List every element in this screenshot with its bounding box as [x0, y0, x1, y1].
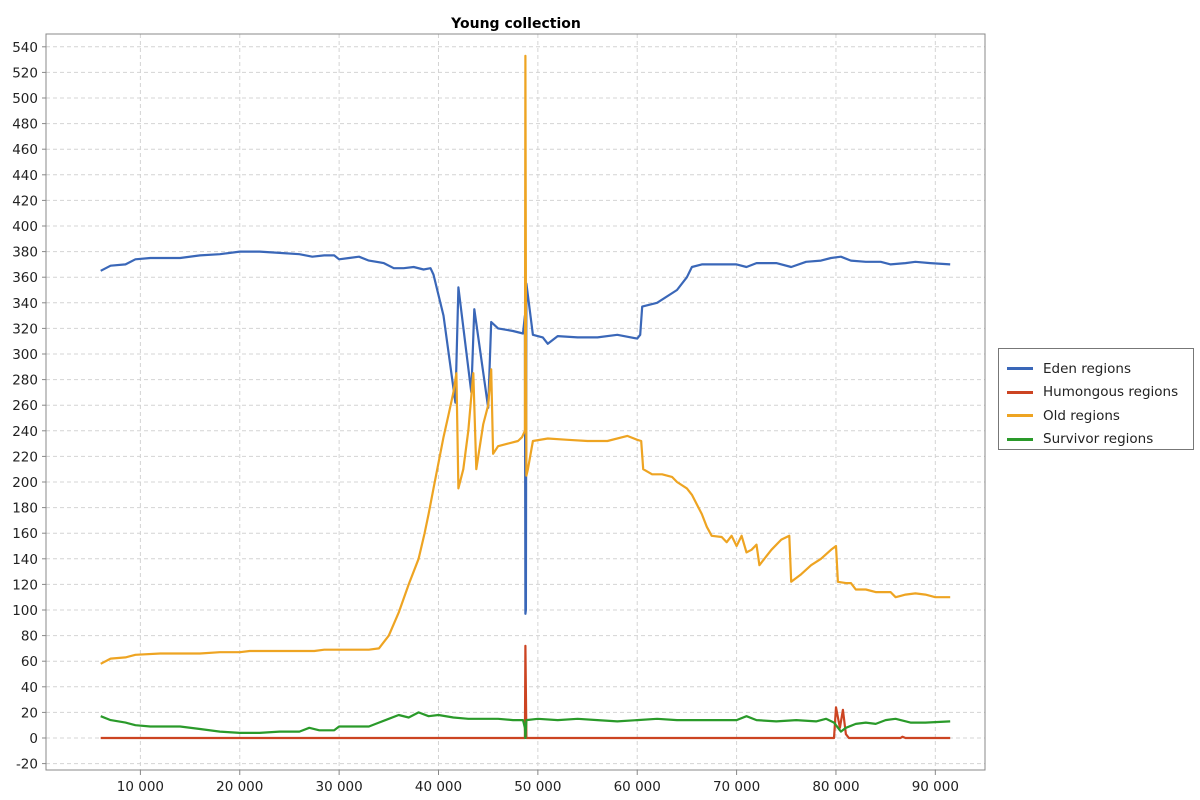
x-tick-label: 10 000: [117, 779, 164, 795]
series-layer: [100, 54, 951, 740]
y-tick-label: 340: [12, 296, 38, 312]
y-tick-label: 460: [12, 142, 38, 158]
legend-swatch: [1007, 390, 1033, 394]
y-tick-label: 260: [12, 398, 38, 414]
legend-swatch: [1007, 437, 1033, 441]
legend-swatch: [1007, 414, 1033, 418]
y-tick-label: 160: [12, 526, 38, 542]
y-tick-label: -20: [16, 757, 38, 773]
y-tick-label: 80: [21, 629, 38, 645]
y-tick-label: 320: [12, 321, 38, 337]
legend: Eden regions Humongous regions Old regions…: [998, 348, 1194, 450]
y-tick-label: 100: [12, 603, 38, 619]
x-tick-label: 60 000: [614, 779, 661, 795]
x-tick-label: 40 000: [415, 779, 462, 795]
chart-title: Young collection: [450, 16, 581, 32]
x-tick-label: 70 000: [713, 779, 760, 795]
y-tick-label: 20: [21, 705, 38, 721]
x-tick-label: 80 000: [812, 779, 859, 795]
series-line-3: [100, 711, 951, 740]
legend-item: Eden regions: [1007, 357, 1185, 381]
plot-area: [46, 34, 985, 770]
y-tick-label: 420: [12, 193, 38, 209]
y-tick-label: 0: [29, 731, 38, 747]
legend-item: Survivor regions: [1007, 428, 1185, 452]
y-tick-label: 300: [12, 347, 38, 363]
y-tick-label: 140: [12, 552, 38, 568]
y-tick-label: 380: [12, 245, 38, 261]
x-tick-label: 30 000: [316, 779, 363, 795]
y-tick-label: 360: [12, 270, 38, 286]
y-tick-label: 540: [12, 40, 38, 56]
axes: -20 0 20 40 60 80 100 120 140 160 180 200 220 240 260 2…: [12, 33, 986, 795]
grid: [46, 34, 985, 770]
legend-swatch: [1007, 367, 1033, 371]
legend-label: Eden regions: [1043, 360, 1131, 377]
y-tick-label: 60: [21, 654, 38, 670]
y-tick-label: 240: [12, 424, 38, 440]
x-tick-label: 20 000: [216, 779, 263, 795]
legend-label: Humongous regions: [1043, 384, 1179, 401]
series-line-2: [100, 54, 951, 665]
y-tick-label: 120: [12, 577, 38, 593]
y-tick-label: 40: [21, 680, 38, 696]
y-tick-label: 400: [12, 219, 38, 235]
series-line-1: [100, 644, 951, 740]
legend-label: Survivor regions: [1043, 431, 1154, 448]
x-tick-label: 90 000: [912, 779, 959, 795]
y-tick-label: 280: [12, 373, 38, 389]
legend-item: Humongous regions: [1007, 381, 1185, 405]
y-tick-label: 440: [12, 168, 38, 184]
x-tick-label: 50 000: [514, 779, 561, 795]
y-tick-label: 520: [12, 65, 38, 81]
plot-border: [45, 33, 986, 771]
y-tick-label: 220: [12, 449, 38, 465]
y-tick-label: 480: [12, 117, 38, 133]
legend-label: Old regions: [1043, 407, 1120, 424]
y-tick-label: 500: [12, 91, 38, 107]
y-tick-label: 200: [12, 475, 38, 491]
legend-item: Old regions: [1007, 404, 1185, 428]
y-tick-label: 180: [12, 501, 38, 517]
